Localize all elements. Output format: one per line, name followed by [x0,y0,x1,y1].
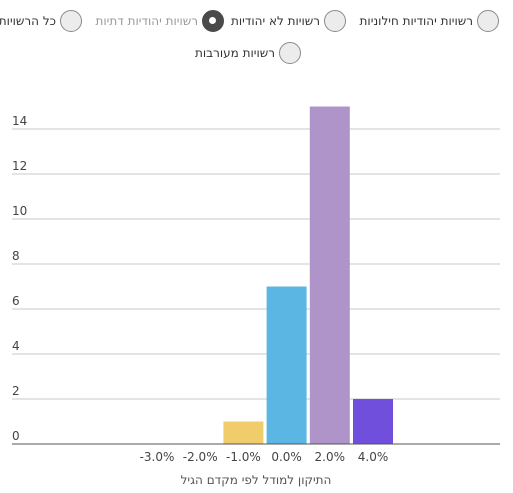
radio-circle-icon[interactable] [324,10,346,32]
y-tick-label: 8 [12,249,20,263]
y-tick-label: 10 [12,204,27,218]
histogram-bar[interactable] [353,399,393,444]
radio-circle-icon[interactable] [477,10,499,32]
y-tick-label: 12 [12,159,27,173]
histogram-bar[interactable] [266,286,307,445]
radio-option-secular-jewish[interactable]: רשויות יהודיות חילוניות [360,6,499,36]
x-tick-label: 0.0% [271,450,302,464]
histogram-bar[interactable] [309,106,350,445]
radio-option-mixed[interactable]: רשויות מעורבות [195,38,301,68]
radio-option-all[interactable]: כל הרשויות [0,6,82,36]
x-tick-label: 4.0% [358,450,389,464]
radio-circle-icon[interactable] [60,10,82,32]
x-axis-title: התיקון למודל לפי מקדם הגיל [181,473,332,487]
histogram-bar[interactable] [223,421,264,445]
x-axis-tick-labels: -3.0% -2.0% -1.0% 0.0% 2.0% 4.0% [140,450,389,464]
radio-option-religious-jewish[interactable]: רשויות יהודיות דתיות [96,6,224,36]
y-tick-label: 0 [12,429,20,443]
radio-label: כל הרשויות [0,14,56,28]
radio-label: רשויות לא יהודיות [230,14,320,28]
radio-label: רשויות יהודיות חילוניות [359,14,473,28]
radio-label: רשויות יהודיות דתיות [95,14,198,28]
bars [223,106,393,445]
y-tick-label: 14 [12,114,27,128]
y-tick-label: 6 [12,294,20,308]
radio-option-non-jewish[interactable]: רשויות לא יהודיות [231,6,346,36]
radio-label: רשויות מעורבות [195,46,275,60]
y-tick-label: 4 [12,339,20,353]
radio-circle-icon[interactable] [279,42,301,64]
x-tick-label: 2.0% [315,450,346,464]
y-tick-label: 2 [12,384,20,398]
y-axis-tick-labels: 0 2 4 6 8 10 12 14 [12,114,27,443]
x-tick-label: -2.0% [183,450,218,464]
radio-selected-icon[interactable] [202,10,224,32]
x-tick-label: -1.0% [226,450,261,464]
grid-lines [12,128,500,400]
x-tick-label: -3.0% [140,450,175,464]
